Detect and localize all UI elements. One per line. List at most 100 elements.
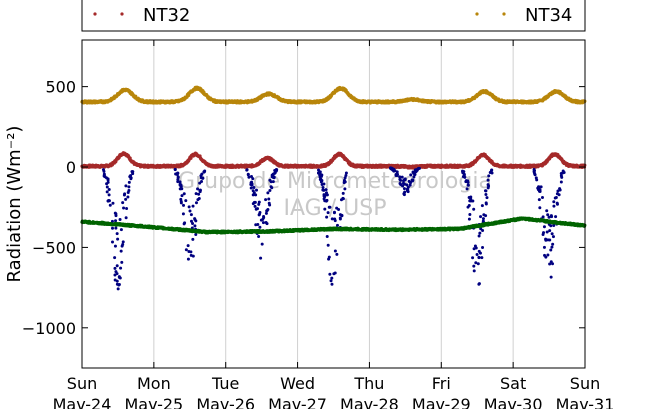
point <box>106 199 110 203</box>
point <box>553 196 557 200</box>
point <box>124 197 128 201</box>
point <box>267 197 271 201</box>
point <box>117 283 121 287</box>
point <box>175 171 179 175</box>
point <box>532 167 536 171</box>
point <box>202 170 206 174</box>
point <box>198 189 202 193</box>
point <box>113 273 117 277</box>
point <box>184 199 188 203</box>
point <box>555 201 559 205</box>
point <box>114 270 118 274</box>
point <box>486 178 490 182</box>
point <box>550 232 554 236</box>
point <box>417 166 421 170</box>
point <box>559 180 563 184</box>
point <box>402 192 406 196</box>
point <box>265 222 269 226</box>
point <box>323 193 327 197</box>
point <box>410 178 414 182</box>
point <box>184 248 188 252</box>
point <box>121 201 125 205</box>
legend-label-nt34: NT34 <box>525 5 572 26</box>
point <box>105 190 109 194</box>
series-layer <box>80 85 587 291</box>
point <box>542 245 546 249</box>
point <box>252 191 256 195</box>
point <box>262 215 266 219</box>
point <box>254 223 258 227</box>
point <box>121 240 125 244</box>
point <box>121 243 125 247</box>
point <box>395 170 399 174</box>
point <box>538 206 542 210</box>
point <box>484 202 488 206</box>
point <box>246 173 250 177</box>
point <box>173 168 177 172</box>
point <box>477 282 481 286</box>
point <box>472 269 476 273</box>
point <box>326 211 330 215</box>
point <box>322 188 326 192</box>
point <box>115 264 119 268</box>
legend-marker-nt34-1 <box>502 12 506 16</box>
point <box>552 224 556 228</box>
point <box>189 250 193 254</box>
point <box>268 203 272 207</box>
point <box>547 215 551 219</box>
point <box>549 248 553 252</box>
point <box>106 180 110 184</box>
point <box>479 215 483 219</box>
point <box>118 218 122 222</box>
point <box>467 217 471 221</box>
point <box>327 205 331 209</box>
point <box>253 200 257 204</box>
point <box>481 228 485 232</box>
point <box>340 213 344 217</box>
point <box>544 255 548 259</box>
point <box>391 168 395 172</box>
point <box>258 211 262 215</box>
point <box>342 179 346 183</box>
point <box>395 173 399 177</box>
point <box>401 184 405 188</box>
point <box>107 188 111 192</box>
point <box>326 243 330 247</box>
point <box>330 276 334 280</box>
point <box>537 185 541 189</box>
point <box>405 183 409 187</box>
legend-box <box>81 0 586 32</box>
point <box>471 256 475 260</box>
point <box>114 214 118 218</box>
point <box>189 213 193 217</box>
point <box>125 207 129 211</box>
point <box>332 211 336 215</box>
point <box>538 190 542 194</box>
point <box>325 198 329 202</box>
grid-lines <box>153 40 514 368</box>
point <box>108 203 112 207</box>
point <box>318 173 322 177</box>
point <box>199 176 203 180</box>
point <box>249 186 253 190</box>
point <box>127 180 131 184</box>
point <box>465 187 469 191</box>
point <box>328 272 332 276</box>
point <box>189 219 193 223</box>
point <box>273 171 277 175</box>
point <box>107 193 111 197</box>
point <box>477 234 481 238</box>
point <box>116 237 120 241</box>
point <box>545 230 549 234</box>
point <box>268 188 272 192</box>
point <box>126 190 130 194</box>
point <box>338 216 342 220</box>
point <box>102 173 106 177</box>
point <box>245 168 249 172</box>
point <box>258 225 262 229</box>
point <box>477 255 481 259</box>
series-nt32 <box>80 151 587 170</box>
point <box>409 173 413 177</box>
point <box>485 196 489 200</box>
point <box>105 185 109 189</box>
